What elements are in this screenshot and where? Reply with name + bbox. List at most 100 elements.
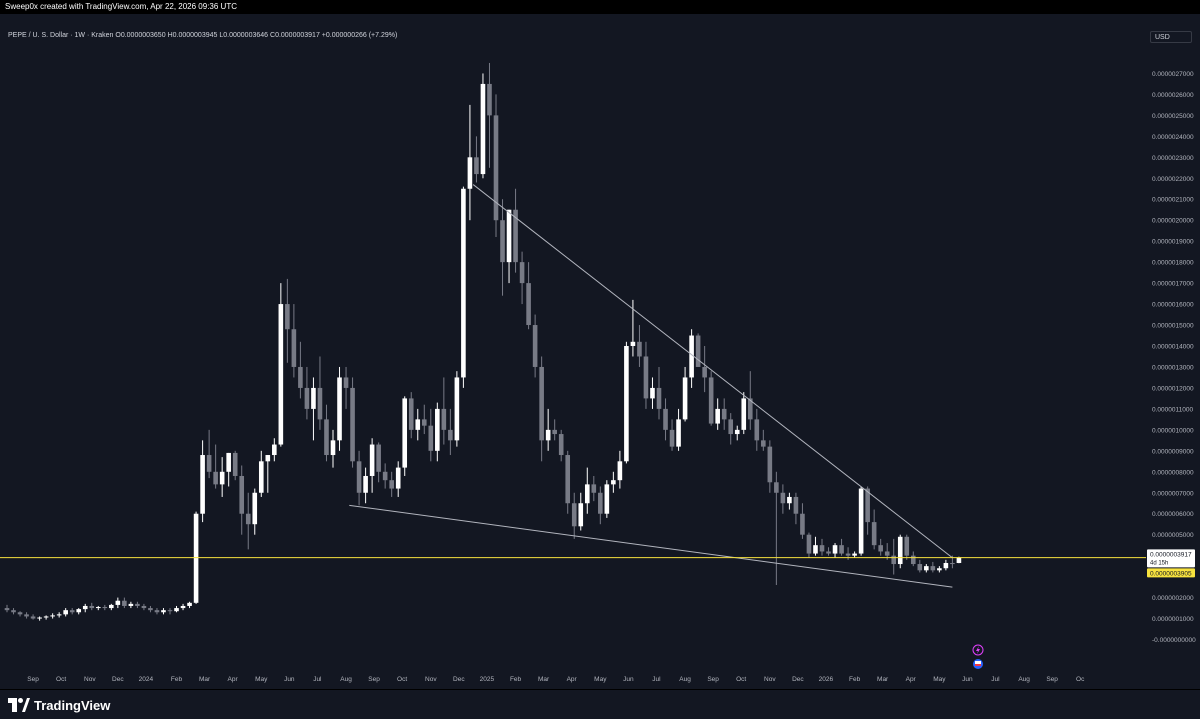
candle-body <box>611 480 616 485</box>
candle-body <box>604 484 610 514</box>
candle-body <box>924 566 929 571</box>
trendline[interactable] <box>349 504 953 588</box>
x-tick-label: Aug <box>1018 676 1030 683</box>
candle-body <box>63 610 68 615</box>
candle-body <box>598 492 603 514</box>
symbol-label: PEPE / U. S. Dollar · 1W · Kraken <box>8 32 114 39</box>
candle-body <box>832 545 838 554</box>
candle-body <box>513 209 518 263</box>
candle-body <box>148 608 153 611</box>
y-tick-label: 0.0000015000 <box>1152 323 1194 330</box>
candle-body <box>11 610 16 613</box>
x-tick-label: Jul <box>652 676 661 683</box>
candle-body <box>937 568 942 571</box>
tradingview-logo[interactable]: TradingView <box>8 696 110 714</box>
candle-body <box>793 496 799 514</box>
x-tick-label: Oct <box>56 676 66 683</box>
candle-body <box>904 536 910 556</box>
candle-body <box>161 610 166 613</box>
x-tick-label: Mar <box>877 676 889 683</box>
change-value: +0.000000266 (+7.29%) <box>321 32 398 39</box>
candle-body <box>350 387 355 462</box>
candle-body <box>135 603 140 606</box>
candle-body <box>584 484 590 504</box>
candle-body <box>858 488 864 554</box>
x-tick-label: 2026 <box>819 676 834 683</box>
candle-body <box>787 496 792 504</box>
candle-body <box>656 387 662 409</box>
trendline[interactable] <box>472 184 953 559</box>
candle-body <box>56 614 62 616</box>
candle-body <box>454 377 460 441</box>
candle-body <box>154 610 160 613</box>
candle-body <box>545 429 551 441</box>
candle-body <box>200 455 205 514</box>
candle-body <box>291 329 297 367</box>
candle-body <box>767 446 773 483</box>
candle-body <box>839 545 844 554</box>
candle-body <box>480 83 486 175</box>
candlestick-chart[interactable]: Sep Oct Nov Dec 2024 Feb Mar Apr May Jun Jul Aug Sep… <box>0 14 1200 689</box>
x-tick-label: Aug <box>679 676 691 683</box>
candle-body <box>448 429 453 441</box>
watermark-text: Sweep0x created with TradingView.com, Ap… <box>5 2 237 11</box>
candle-body <box>363 475 368 493</box>
x-tick-label: Sep <box>368 676 380 683</box>
currency-selector[interactable]: USD <box>1150 31 1192 43</box>
candle-body <box>102 607 108 609</box>
x-tick-label: Sep <box>1046 676 1058 683</box>
y-tick-label: 0.0000027000 <box>1152 71 1194 78</box>
last-price-label: 0.0000003917 <box>1150 551 1192 558</box>
candle-body <box>474 157 479 175</box>
candle-body <box>389 480 394 489</box>
y-tick-label: 0.0000002000 <box>1152 595 1194 602</box>
candle-body <box>539 366 544 441</box>
x-tick-label: Dec <box>112 676 124 683</box>
candle-body <box>487 83 492 116</box>
candle-body <box>82 605 88 610</box>
event-markers[interactable] <box>972 644 984 669</box>
y-tick-label: 0.0000020000 <box>1152 218 1194 225</box>
candle-body <box>122 600 127 606</box>
y-axis-labels: 0.0000027000 0.0000026000 0.0000025000 0.00… <box>1152 71 1196 644</box>
candle-body <box>441 408 447 430</box>
candle-body <box>780 492 786 504</box>
candle-body <box>826 551 831 554</box>
candle-body <box>682 377 688 420</box>
flag-stripe-icon <box>975 664 981 666</box>
candle-body <box>180 605 186 609</box>
candle-body <box>624 346 629 462</box>
chart-area[interactable]: Sep Oct Nov Dec 2024 Feb Mar Apr May Jun Jul Aug Sep… <box>0 14 1200 689</box>
y-tick-label: 0.0000014000 <box>1152 344 1194 351</box>
candle-body <box>741 398 747 430</box>
candle-body <box>95 607 101 609</box>
x-tick-label: Jul <box>313 676 322 683</box>
candle-body <box>663 408 668 430</box>
candle-body <box>356 461 362 493</box>
x-tick-label: 2025 <box>480 676 495 683</box>
x-tick-label: Feb <box>849 676 861 683</box>
candle-body <box>258 461 264 493</box>
candle-body <box>213 471 218 485</box>
open-label: O <box>115 32 121 39</box>
candle-body <box>245 513 251 525</box>
candle-body <box>676 419 681 447</box>
x-tick-label: Oct <box>397 676 407 683</box>
candle-body <box>519 262 525 284</box>
candle-body <box>578 503 584 527</box>
ohlc-header: PEPE / U. S. Dollar · 1W · Kraken O 0.000… <box>8 32 397 39</box>
candle-body <box>337 377 342 441</box>
candle-body <box>428 425 434 451</box>
trendlines-group[interactable] <box>349 184 953 588</box>
x-tick-label: Feb <box>510 676 522 683</box>
candle-body <box>206 455 212 472</box>
candle-body <box>285 304 290 330</box>
candle-body <box>591 484 597 493</box>
x-tick-label: Nov <box>764 676 776 683</box>
close-value: 0.0000003917 <box>275 32 320 39</box>
x-tick-label: Nov <box>84 676 96 683</box>
candle-body <box>4 608 10 611</box>
candle-body <box>395 467 401 489</box>
candle-body <box>558 434 564 456</box>
candle-body <box>317 387 323 420</box>
